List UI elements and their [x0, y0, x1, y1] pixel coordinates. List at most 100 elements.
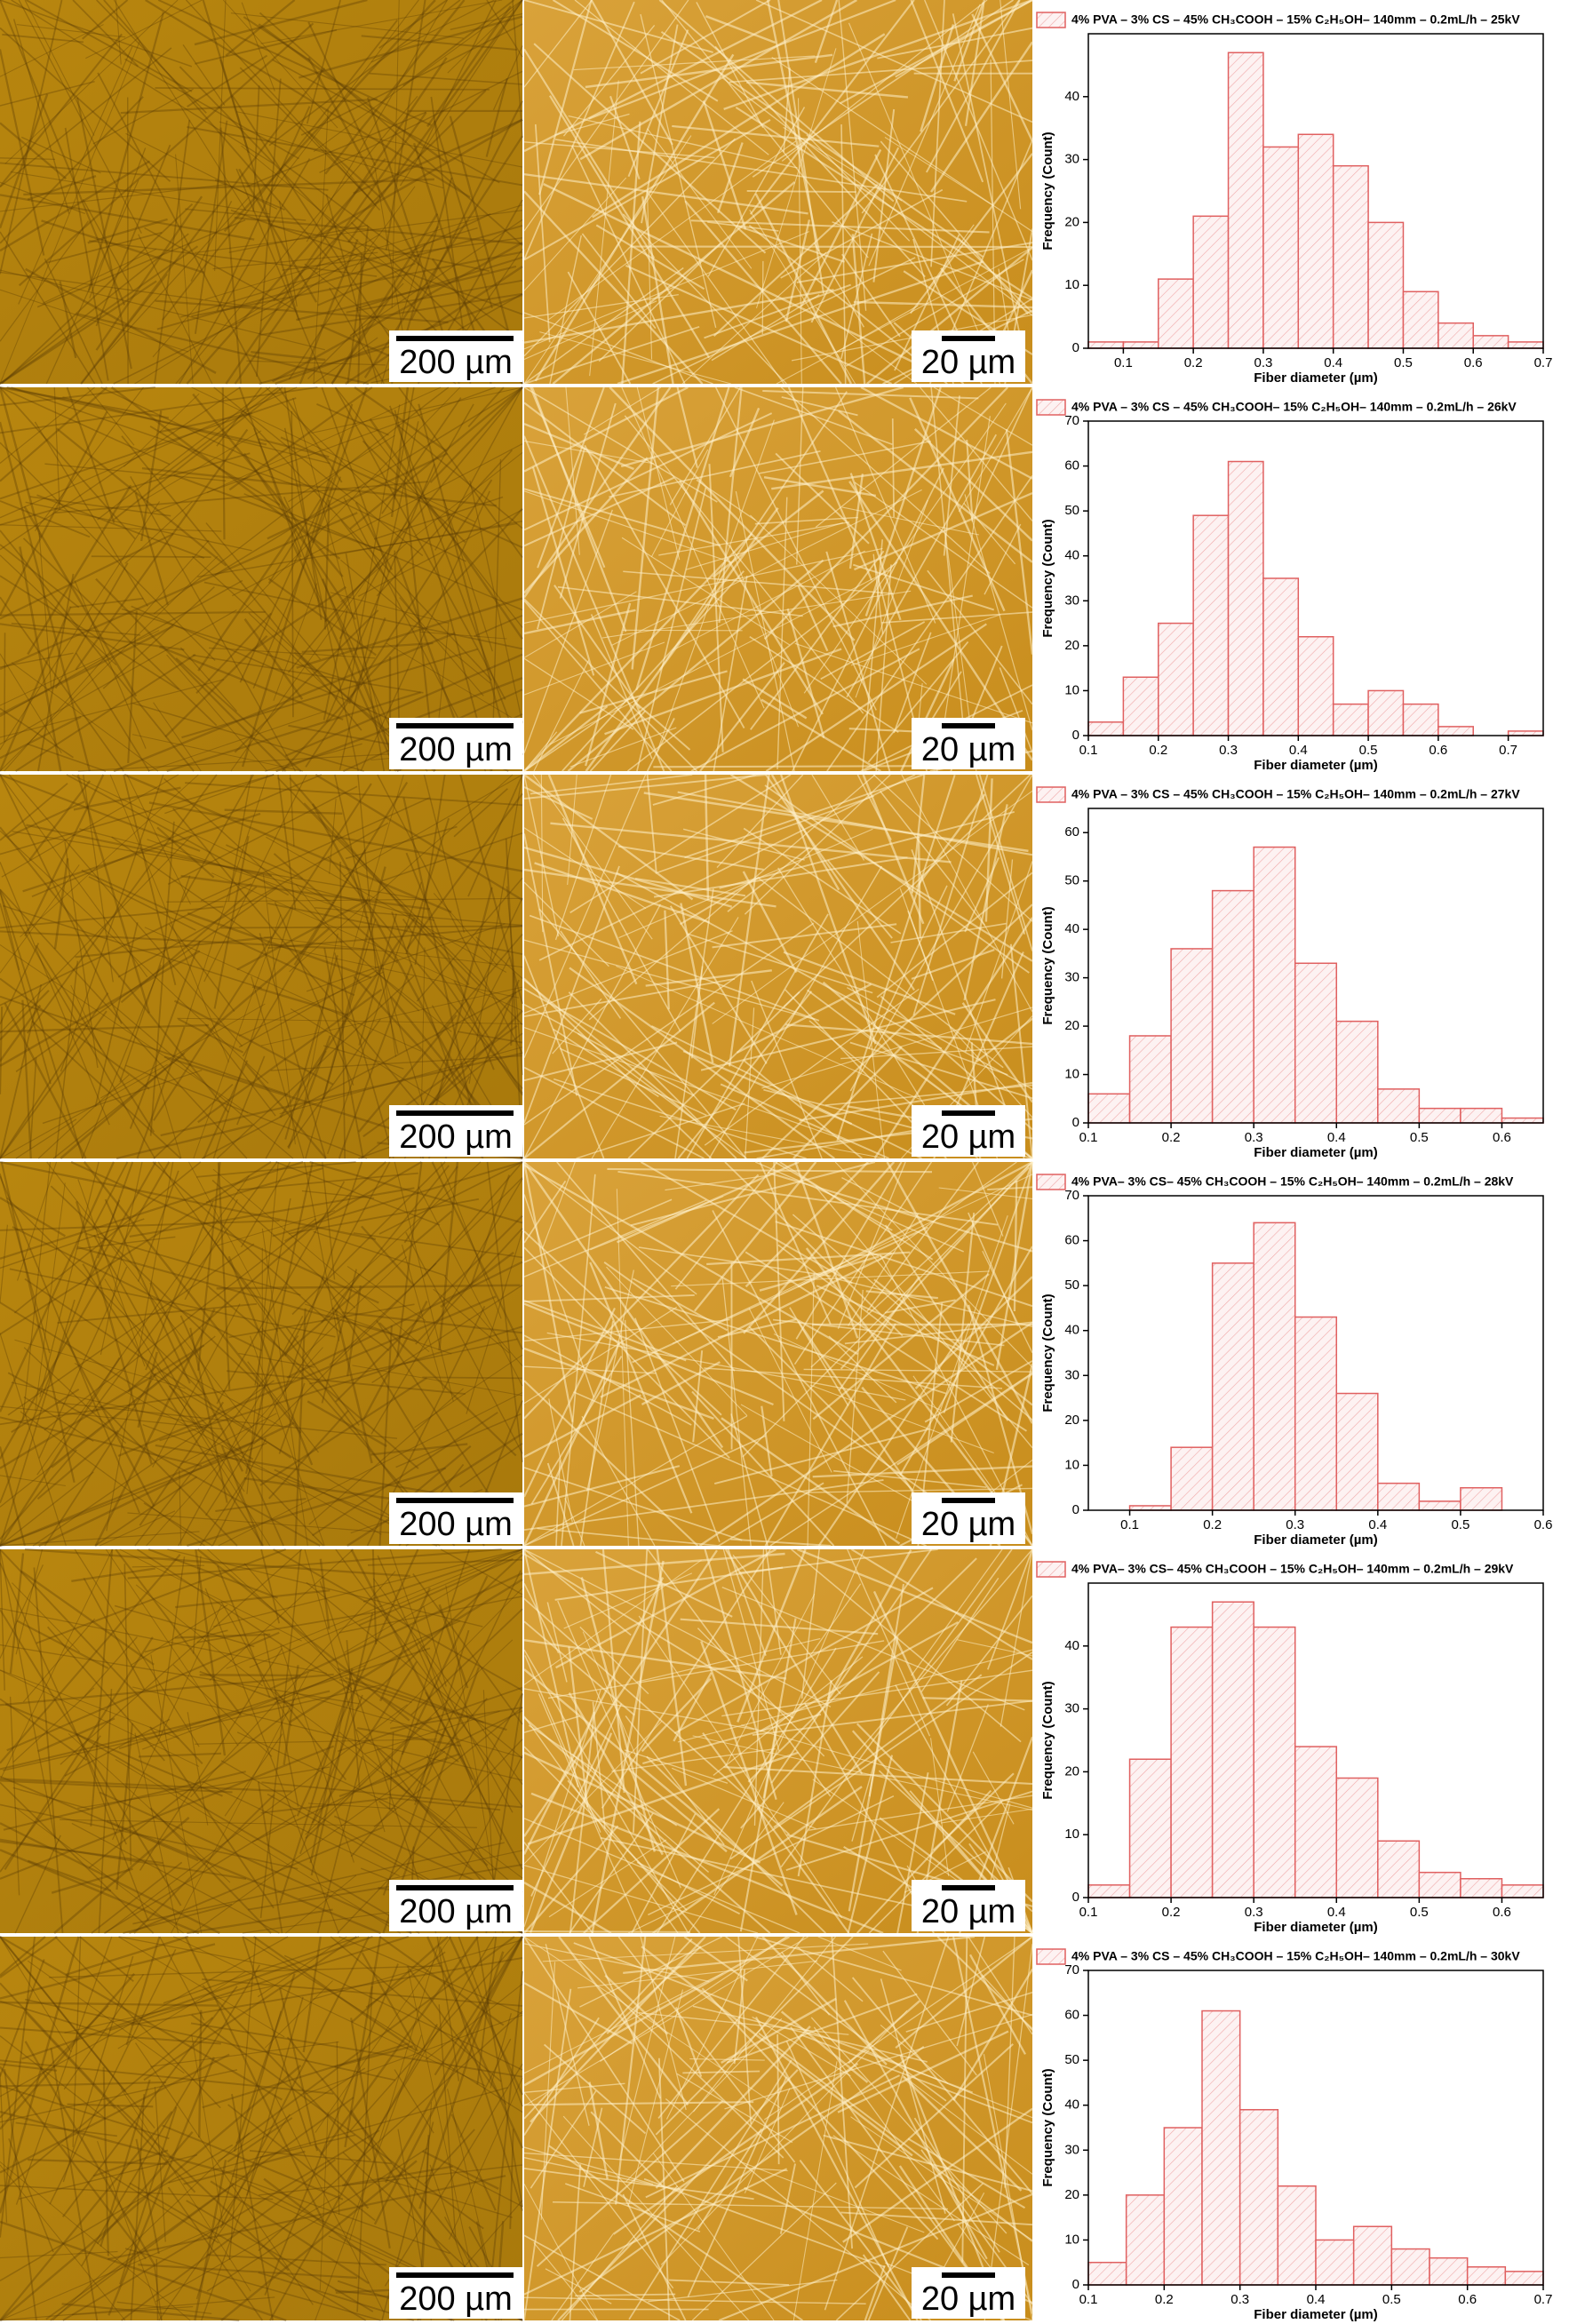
fiber — [142, 1423, 429, 1533]
fiber — [90, 1548, 114, 1827]
fiber — [272, 59, 500, 184]
fiber — [415, 1227, 523, 1345]
fiber — [323, 499, 331, 630]
fiber — [194, 2160, 227, 2321]
fiber — [523, 774, 694, 901]
fiber — [0, 1161, 171, 1460]
fiber — [62, 1955, 134, 2183]
fiber — [149, 1807, 272, 1934]
fiber — [195, 28, 338, 65]
fiber — [0, 888, 156, 1159]
fiber — [741, 1724, 1033, 1809]
fiber — [117, 822, 389, 978]
fiber — [127, 1161, 386, 1393]
fiber — [251, 1709, 523, 1843]
fiber — [99, 1791, 412, 1934]
fiber — [612, 2062, 859, 2235]
fiber — [427, 1010, 523, 1108]
fiber — [841, 506, 980, 536]
fiber — [251, 985, 349, 1016]
y-tick-label: 20 — [1064, 1763, 1079, 1779]
fiber — [143, 1502, 213, 1547]
fiber — [11, 386, 300, 488]
fiber — [266, 1686, 523, 1879]
micrograph-background — [0, 0, 522, 384]
fiber — [260, 0, 503, 44]
fiber — [277, 776, 481, 987]
fiber — [113, 296, 291, 385]
fiber — [312, 1412, 498, 1537]
x-tick-label: 0.1 — [1114, 355, 1133, 370]
fiber — [168, 2087, 508, 2184]
fiber — [376, 971, 452, 1032]
fiber — [345, 1676, 507, 1731]
fiber — [424, 2129, 475, 2185]
bar — [1158, 278, 1194, 349]
fiber — [546, 1462, 575, 1547]
fiber — [288, 1198, 480, 1235]
fiber — [351, 186, 416, 273]
fiber — [0, 386, 241, 551]
fiber — [356, 1986, 373, 2312]
fiber — [239, 477, 334, 683]
fiber — [243, 618, 304, 700]
fiber — [568, 115, 798, 169]
fiber — [687, 2076, 788, 2297]
fiber — [0, 944, 249, 1114]
fiber — [561, 817, 681, 1032]
fiber — [671, 1767, 816, 1830]
fiber — [675, 2007, 703, 2078]
fiber — [75, 1200, 153, 1465]
fiber — [216, 386, 262, 447]
fiber — [394, 386, 415, 500]
fiber — [0, 1446, 27, 1547]
bar — [1438, 726, 1474, 736]
fiber — [353, 1232, 523, 1259]
fiber — [216, 1181, 346, 1405]
fiber — [185, 782, 523, 807]
fiber — [0, 231, 96, 385]
fiber — [534, 123, 551, 343]
bar — [1170, 1446, 1214, 1511]
fiber — [647, 128, 753, 269]
fiber — [755, 2016, 919, 2321]
fiber — [761, 1405, 773, 1477]
x-tick-label: 0.3 — [1254, 355, 1272, 370]
fiber — [646, 1755, 826, 1934]
fiber — [173, 999, 334, 1086]
fiber — [523, 1306, 678, 1405]
x-tick-label: 0.6 — [1464, 355, 1483, 370]
fiber — [126, 774, 192, 905]
fiber — [84, 1161, 157, 1286]
fiber — [0, 1849, 200, 1935]
fiber — [418, 1644, 514, 1813]
fiber — [149, 425, 281, 505]
fiber — [81, 274, 168, 385]
fiber — [238, 1352, 315, 1368]
fiber — [653, 765, 932, 768]
fiber — [139, 1648, 283, 1871]
fiber — [296, 1692, 523, 1758]
fiber — [44, 1373, 157, 1547]
fiber — [0, 1442, 267, 1547]
fiber — [856, 1789, 992, 1934]
bar — [1211, 1262, 1254, 1511]
fiber — [246, 1996, 304, 2196]
fiber — [342, 2165, 453, 2187]
fiber — [206, 2147, 428, 2292]
fiber — [293, 781, 409, 966]
fiber — [226, 1548, 523, 1669]
fiber — [168, 923, 235, 1012]
fiber — [362, 1548, 523, 1603]
scale-label: 200 µm — [399, 2280, 513, 2318]
fiber — [138, 2264, 358, 2280]
fiber — [258, 438, 330, 458]
fiber — [583, 386, 662, 435]
fiber — [697, 1628, 825, 1757]
fiber — [351, 1936, 449, 2023]
fiber — [523, 190, 704, 385]
fiber — [302, 1936, 322, 2053]
fiber — [459, 2038, 512, 2138]
fiber — [64, 127, 109, 381]
fiber — [911, 1548, 1003, 1676]
